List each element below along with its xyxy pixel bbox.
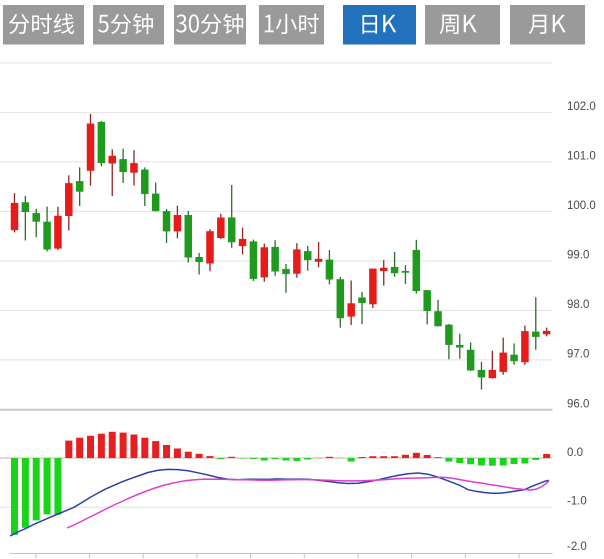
svg-text:100.0: 100.0 <box>567 200 596 212</box>
svg-text:99.0: 99.0 <box>567 250 589 262</box>
svg-text:101.0: 101.0 <box>567 150 596 162</box>
svg-text:0.0: 0.0 <box>567 447 583 459</box>
svg-text:102.0: 102.0 <box>567 101 596 113</box>
svg-text:97.0: 97.0 <box>567 348 589 360</box>
svg-text:-2.0: -2.0 <box>567 541 587 553</box>
svg-text:96.0: 96.0 <box>567 398 589 410</box>
svg-text:-1.0: -1.0 <box>567 496 587 508</box>
svg-text:98.0: 98.0 <box>567 299 589 311</box>
